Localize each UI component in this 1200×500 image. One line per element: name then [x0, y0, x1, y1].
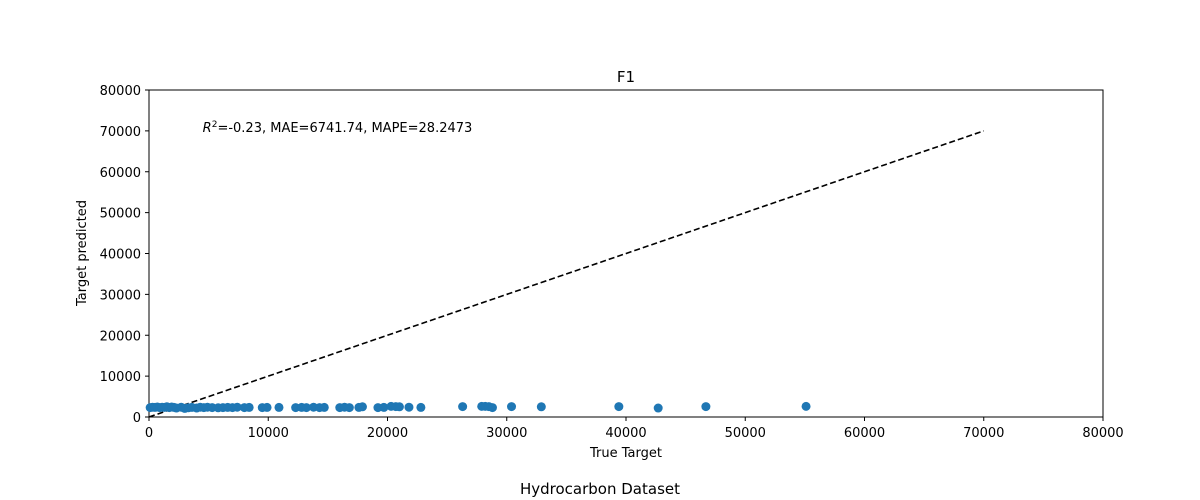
y-tick-label: 80000 [100, 84, 141, 99]
x-axis-label: True Target [589, 446, 662, 461]
x-tick-label: 50000 [725, 426, 766, 441]
y-tick-label: 10000 [100, 370, 141, 385]
metrics-annotation: R2=-0.23, MAE=6741.74, MAPE=28.2473 [203, 120, 473, 136]
r2-symbol: R [203, 121, 212, 136]
data-point [262, 402, 272, 412]
data-point [801, 401, 811, 411]
y-tick-label: 40000 [100, 248, 141, 263]
data-point [301, 403, 311, 413]
y-tick-label: 70000 [100, 125, 141, 140]
data-point [244, 402, 254, 412]
data-point [536, 402, 546, 412]
y-tick-label: 60000 [100, 166, 141, 181]
x-tick-label: 70000 [963, 426, 1004, 441]
data-point [379, 402, 389, 412]
x-tick-label: 80000 [1082, 426, 1123, 441]
data-point [653, 403, 663, 413]
x-tick-label: 10000 [248, 426, 289, 441]
data-point [701, 402, 711, 412]
x-tick-label: 20000 [367, 426, 408, 441]
x-tick-label: 0 [145, 426, 153, 441]
data-point [614, 402, 624, 412]
metrics-text: =-0.23, MAE=6741.74, MAPE=28.2473 [217, 121, 472, 136]
data-point [416, 402, 426, 412]
data-point [357, 402, 367, 412]
y-tick-label: 0 [133, 411, 141, 426]
data-point [319, 402, 329, 412]
data-point [232, 402, 242, 412]
data-point [507, 402, 517, 412]
r2-superscript: 2 [212, 120, 218, 130]
x-tick-label: 30000 [486, 426, 527, 441]
chart-title: F1 [617, 68, 635, 86]
data-point [487, 403, 497, 413]
data-point [274, 402, 284, 412]
data-point [404, 402, 414, 412]
data-point [458, 402, 468, 412]
reference-line [148, 130, 985, 418]
y-tick-label: 50000 [100, 207, 141, 222]
y-tick-label: 20000 [100, 329, 141, 344]
x-tick-label: 60000 [844, 426, 885, 441]
x-tick-label: 40000 [605, 426, 646, 441]
figure-caption: Hydrocarbon Dataset [519, 480, 680, 498]
y-tick-label: 30000 [100, 288, 141, 303]
data-point [344, 403, 354, 413]
data-point [394, 402, 404, 412]
y-axis-label: Target predicted [75, 200, 90, 307]
